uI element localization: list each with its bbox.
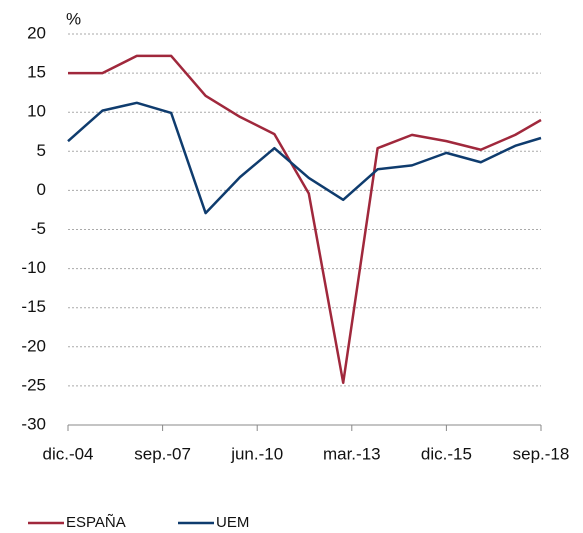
series-line <box>67 101 542 215</box>
y-tick-label: -20 <box>21 336 46 355</box>
y-tick-label: 5 <box>37 141 46 160</box>
x-tick-label: jun.-10 <box>230 444 283 463</box>
series-line <box>68 54 542 385</box>
y-axis-label: % <box>66 9 81 28</box>
x-tick-label: sep.-18 <box>513 444 570 463</box>
legend-label: ESPAÑA <box>66 514 126 531</box>
legend-label: UEM <box>216 514 249 531</box>
y-tick-label: 10 <box>27 102 46 121</box>
y-tick-label: -25 <box>21 375 46 394</box>
x-tick-label: dic.-04 <box>42 444 93 463</box>
y-tick-label: -10 <box>21 258 46 277</box>
x-tick-label: dic.-15 <box>421 444 472 463</box>
y-tick-label: 20 <box>27 23 46 42</box>
x-tick-label: sep.-07 <box>134 444 191 463</box>
x-tick-label: mar.-13 <box>323 444 381 463</box>
y-tick-label: -30 <box>21 414 46 433</box>
y-tick-label: 15 <box>27 63 46 82</box>
y-tick-label: -15 <box>21 297 46 316</box>
y-tick-label: -5 <box>31 219 46 238</box>
y-tick-label: 0 <box>37 180 46 199</box>
